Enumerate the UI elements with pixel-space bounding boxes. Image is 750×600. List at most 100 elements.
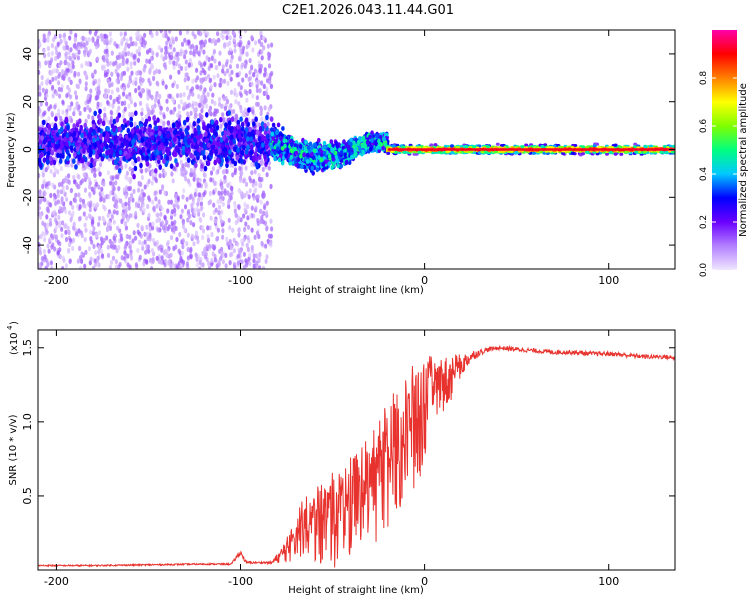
spectrogram-cell (123, 118, 127, 124)
spectrogram-cell (81, 35, 85, 42)
spectrogram-cell (238, 177, 243, 183)
spectrogram-cell (138, 100, 143, 106)
spectrogram-cell (175, 236, 179, 243)
spectrogram-cell (212, 49, 216, 55)
spectrogram-cell (78, 78, 82, 84)
spectrogram-cell (91, 230, 95, 236)
spectrogram-cell (221, 112, 225, 118)
spectrogram-cell (130, 128, 135, 134)
spectrogram-cell (44, 265, 48, 269)
spectrogram-cell (57, 214, 61, 220)
spectrogram-cell (55, 91, 59, 97)
spectrogram-cell (249, 136, 254, 142)
spectrogram-cell (139, 181, 143, 187)
spectrogram-cell (75, 121, 80, 128)
spectrogram-cell (182, 91, 186, 98)
spectrogram-cell (170, 220, 174, 226)
spectrogram-cell (75, 146, 80, 152)
spectrogram-cell (57, 86, 61, 92)
spectrogram-cell (130, 111, 134, 117)
spectrogram-cell (94, 95, 98, 101)
spectrogram-cell (80, 141, 85, 148)
spectrogram-cell (160, 185, 165, 192)
spectrogram-cell (171, 122, 176, 128)
spectrogram-cell (132, 54, 136, 61)
spectrogram-cell (158, 130, 162, 137)
spectrogram-cell (183, 135, 188, 142)
spectrogram-cell (43, 127, 48, 133)
spectrogram-cell (221, 195, 225, 202)
spectrogram-cell (186, 209, 191, 215)
spectrogram-cell (173, 219, 177, 225)
spectrogram-cell (103, 39, 107, 45)
spectrogram-cell (163, 127, 167, 133)
spectrogram-cell (222, 134, 226, 141)
spectrogram-cell (140, 199, 145, 205)
spectrogram-cell (170, 51, 174, 57)
spectrogram-cell (44, 60, 48, 66)
spectrogram-cell (100, 36, 104, 43)
spectrogram-cell (106, 170, 110, 176)
spectrogram-cell (218, 214, 223, 220)
spectrogram-cell (171, 39, 176, 45)
spectrogram-cell (98, 108, 102, 115)
spectrogram-cell (58, 135, 62, 141)
spectrogram-cell (251, 182, 255, 188)
spectrogram-cell (220, 79, 224, 85)
spectrogram-cell (49, 104, 53, 110)
spectrogram-cell (200, 195, 204, 201)
spectrogram-cell (127, 43, 131, 49)
spectrogram-cell (177, 110, 181, 116)
spectrogram-cell (87, 114, 91, 120)
spectrogram-cell (203, 165, 208, 172)
spectrogram-cell (151, 50, 155, 56)
spectrogram-cell (219, 116, 223, 123)
spectrogram-cell (163, 190, 167, 196)
spectrogram-cell (253, 169, 257, 175)
spectrogram-cell (135, 70, 139, 76)
spectrogram-cell (203, 144, 207, 150)
spectrogram-cell (191, 103, 195, 109)
spectrogram-cell (117, 244, 121, 251)
spectrogram-cell (264, 243, 268, 249)
spectrogram-cell (69, 79, 73, 85)
spectrogram-cell (73, 90, 78, 96)
spectrogram-cell (230, 116, 235, 122)
spectrogram-cell (125, 233, 129, 240)
spectrogram-cell (160, 247, 164, 253)
spectrogram-cell (97, 85, 101, 91)
spectrogram-cell (44, 167, 48, 173)
spectrogram-cell (150, 94, 154, 101)
spectrogram-cell (54, 136, 58, 142)
spectrogram-cell (171, 178, 175, 184)
spectrogram-cell (248, 57, 252, 64)
spectrogram-cell (116, 72, 120, 78)
spectrogram-cell (69, 145, 74, 151)
spectrogram-cell (71, 225, 76, 231)
spectrogram-data (38, 30, 675, 269)
spectrogram-cell (259, 219, 263, 225)
spectrogram-cell (186, 30, 190, 34)
spectrogram-cell (110, 214, 114, 220)
spectrogram-cell (199, 141, 203, 147)
spectrogram-cell (65, 132, 70, 139)
spectrogram-cell (69, 200, 73, 206)
spectrogram-cell (121, 56, 125, 62)
spectrogram-cell (223, 30, 227, 35)
spectrogram-cell (193, 114, 197, 120)
spectrogram-cell (38, 91, 42, 97)
spectrogram-cell (43, 110, 47, 116)
spectrogram-cell (200, 205, 204, 211)
spectrogram-cell (53, 124, 58, 131)
spectrogram-cell (231, 172, 235, 178)
spectrogram-cell (226, 190, 230, 196)
spectrogram-cell (197, 93, 201, 100)
spectrogram-cell (109, 147, 113, 154)
spectrogram-cell (151, 221, 155, 227)
spectrogram-cell (100, 142, 104, 149)
spectrogram-cell (73, 151, 77, 158)
spectrogram-cell (264, 210, 269, 216)
spectrogram-cell (153, 143, 157, 150)
spectrogram-cell (237, 232, 241, 238)
spectrogram-cell (112, 235, 116, 241)
